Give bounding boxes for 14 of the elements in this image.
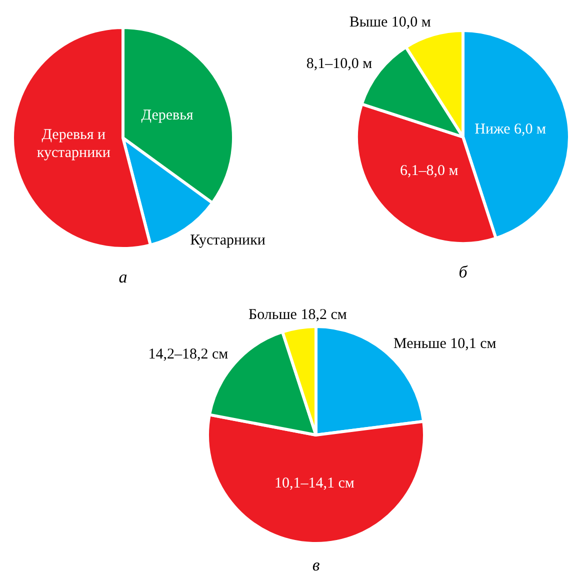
slice-label: Кустарники (190, 232, 266, 248)
slice-label: Ниже 6,0 м (474, 121, 547, 138)
slice-label: Выше 10,0 м (349, 14, 432, 30)
slice-label: Меньше 10,1 см (393, 336, 497, 352)
text: б (458, 262, 468, 282)
slice-label: Деревья (141, 107, 194, 124)
text: в (312, 555, 320, 574)
slice-label: Деревья и кустарники (36, 127, 110, 162)
slice-label: 8,1–10,0 м (306, 56, 373, 72)
slice-label: 14,2–18,2 см (148, 346, 229, 363)
text: а (118, 267, 128, 286)
slice-label: 6,1–8,0 м (400, 162, 459, 179)
slice-label: Больше 18,2 см (248, 306, 348, 323)
slice-label: 10,1–14,1 см (274, 476, 355, 492)
